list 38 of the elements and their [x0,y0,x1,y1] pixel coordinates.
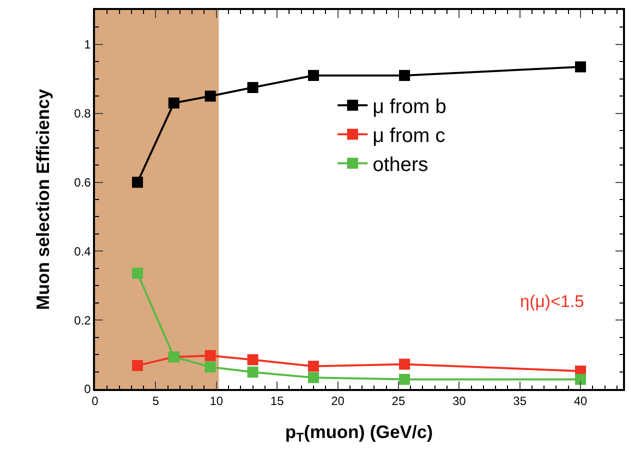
point [399,374,410,385]
x-tick-label: 30 [452,394,466,408]
x-tick-label: 40 [574,394,588,408]
point [308,360,319,372]
y-tick-label: 0.4 [74,244,92,258]
legend-label: μ from c [372,125,446,148]
point [132,360,143,372]
point [132,268,143,279]
point [132,176,143,188]
x-axis-title: p$_{T}$(muon) (GeV/c) [285,422,433,445]
point [247,82,258,94]
point [575,61,586,72]
point [204,350,216,362]
point [308,70,319,81]
point [204,361,216,372]
point [308,372,319,384]
point [247,354,258,366]
point [399,358,410,370]
y-tick-label: 0.6 [74,175,92,190]
y-tick-label: 1 [84,38,92,52]
legend-label: others [372,154,428,176]
point [247,366,258,378]
y-tick-label: 0.2 [74,313,92,328]
point [399,70,410,81]
point [168,98,180,109]
point [575,374,586,385]
y-axis-title: Muon selection Efficiency [32,88,53,310]
y-tick-label: 0 [84,382,92,396]
x-tick-label: 35 [513,394,527,408]
x-tick-label: 5 [152,394,160,408]
x-tick-label: 25 [392,394,406,408]
x-tick-label: 10 [210,394,224,408]
annotation: η(μ)<1.5 [520,292,584,311]
x-tick-label: 15 [270,394,284,408]
x-tick-label: 20 [331,394,345,408]
legend-label: μ from b [372,96,446,118]
y-tick-label: 0.8 [74,106,92,121]
point [204,90,216,102]
